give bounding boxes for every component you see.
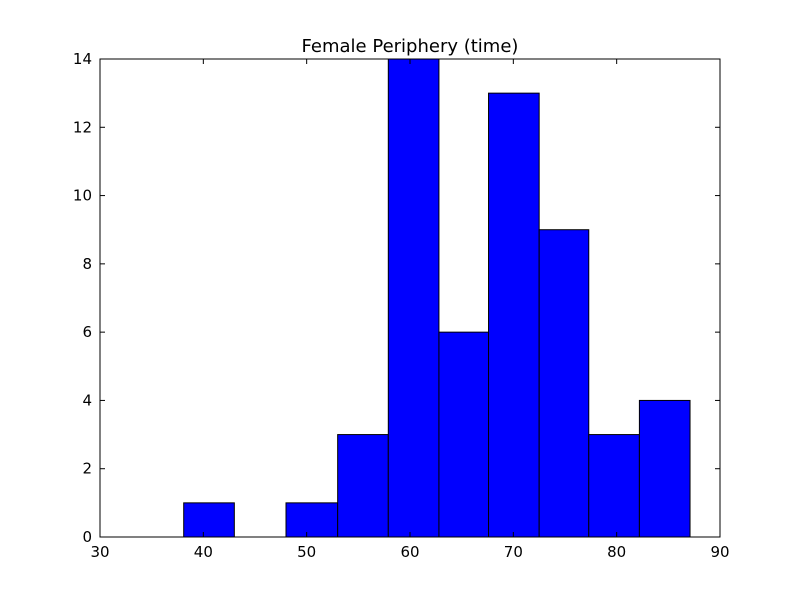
bars-group [183,58,691,538]
y-tick-label-2: 4 [82,391,92,409]
y-tick-label-5: 10 [73,187,92,205]
y-tick-label-1: 2 [82,460,92,478]
y-tick-label-7: 14 [73,50,92,68]
histogram-bar-4 [387,58,440,538]
x-tick-label-0: 30 [90,543,109,561]
histogram-bar-0 [183,502,235,538]
histogram-bar-5 [438,331,490,538]
x-tick-label-3: 60 [400,543,419,561]
axes-group: 30 40 50 60 70 80 90 0 2 4 6 8 10 12 14 [73,50,730,561]
y-tick-label-4: 8 [82,255,92,273]
x-tick-label-6: 90 [710,543,729,561]
chart-title: Female Periphery (time) [302,36,519,57]
y-tick-label-0: 0 [82,528,92,546]
x-tick-label-5: 80 [607,543,626,561]
y-tick-label-6: 12 [73,118,92,136]
histogram-bar-9 [638,399,691,538]
histogram-bar-3 [337,434,389,538]
y-tick-label-3: 6 [82,323,92,341]
x-tick-label-4: 70 [504,543,523,561]
x-tick-label-1: 40 [194,543,213,561]
histogram-bar-6 [488,92,540,538]
histogram-bar-2 [285,502,339,538]
x-tick-label-2: 50 [297,543,316,561]
histogram-bar-7 [538,229,590,538]
histogram-bar-8 [588,434,640,538]
